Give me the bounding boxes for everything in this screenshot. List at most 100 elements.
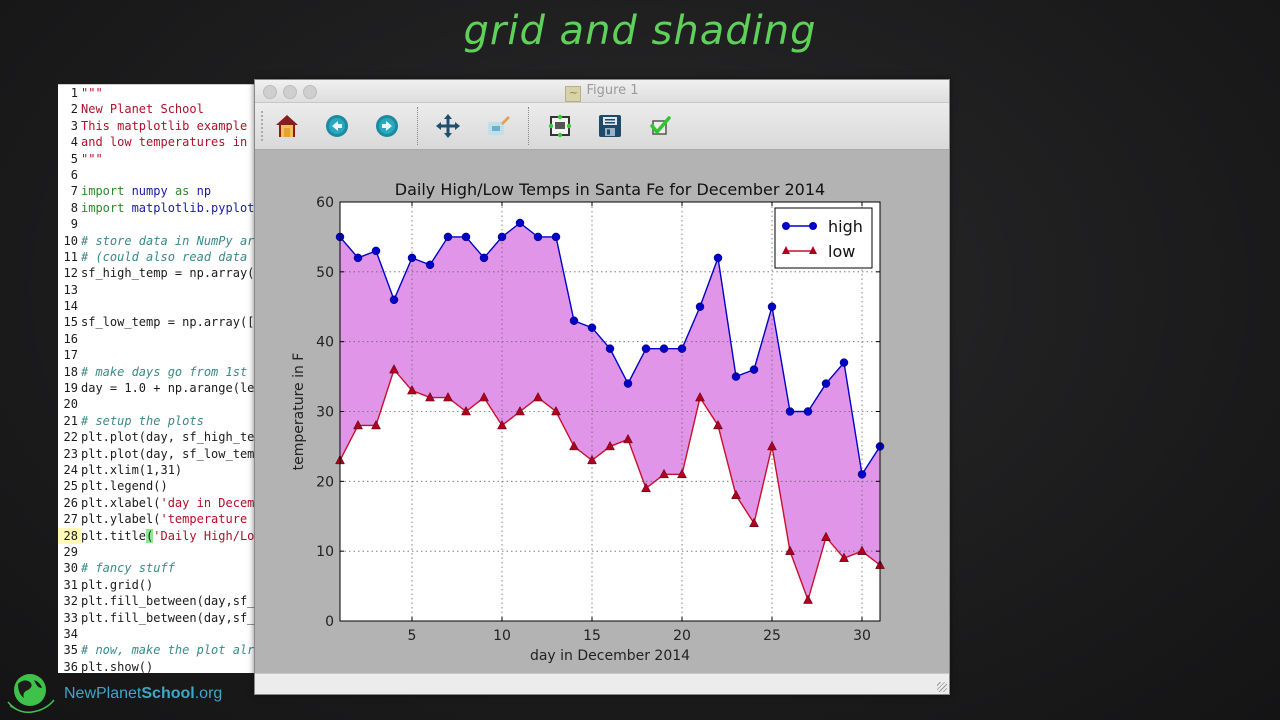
site-logo: NewPlanetSchool.org [6,672,222,716]
y-tick-label: 20 [316,474,334,490]
code-line[interactable]: 34 [58,626,256,642]
code-line[interactable]: 18 # make days go from 1st [58,364,256,380]
line-number: 2 [70,102,78,117]
low-marker [857,545,867,555]
close-window-button[interactable] [263,85,277,99]
code-token: 'Daily High/Lo [153,528,255,543]
code-line[interactable]: 12 sf_high_temp = np.array( [58,265,256,281]
code-line[interactable]: 23 plt.plot(day, sf_low_tem [58,446,256,462]
line-number: 12 [63,266,78,281]
code-token: """ [81,86,103,100]
temperature-chart: 5 10 15 20 25 30 0 10 20 30 40 50 60 Daily High/Low T… [291,180,885,664]
code-line[interactable]: 16 [58,331,256,347]
y-tick-label: 50 [316,265,334,281]
high-marker [857,470,867,479]
low-marker [659,468,669,479]
code-line[interactable]: 17 [58,347,256,363]
line-number: 1 [70,86,78,100]
code-token: plt.legend() [81,479,168,494]
code-line[interactable]: 10 # store data in NumPy ar [58,233,256,249]
code-line[interactable]: 13 [58,282,256,298]
code-line[interactable]: 30 # fancy stuff [58,560,256,576]
code-line[interactable]: 26 plt.xlabel('day in Decem [58,495,256,511]
line-number: 14 [63,299,78,314]
toolbar-grip[interactable] [261,111,266,141]
x-tick-label: 10 [493,628,511,644]
code-token: matplotlib.pyplot [131,200,255,215]
line-number: 31 [63,577,78,592]
subplots-icon [548,114,572,138]
code-line[interactable]: 33 plt.fill_between(day,sf_ [58,610,256,626]
code-line[interactable]: 22 plt.plot(day, sf_high_te [58,429,256,445]
edit-button[interactable] [645,112,675,140]
code-line[interactable]: 35 # now, make the plot alr [58,642,256,658]
resize-grip[interactable] [937,682,947,692]
line-number: 33 [63,610,78,625]
low-marker [641,482,651,493]
back-button[interactable] [322,112,352,140]
code-line[interactable]: 25 plt.legend() [58,478,256,494]
high-marker [443,232,453,242]
high-marker [641,344,651,353]
x-tick-label: 30 [853,628,871,644]
code-line[interactable]: 14 [58,298,256,314]
code-line[interactable]: 29 [58,544,256,560]
minimize-window-button[interactable] [283,85,297,99]
matplotlib-canvas[interactable]: 5 10 15 20 25 30 0 10 20 30 40 50 60 Daily High/Low T… [255,150,949,672]
window-titlebar[interactable]: ~ Figure 1 [255,80,949,103]
low-marker [785,545,795,555]
code-editor[interactable]: 1 """ 2 New Planet School 3 This matplotlib e… [58,84,256,673]
code-line[interactable]: 5 """ [58,151,256,167]
maximize-window-button[interactable] [303,85,317,99]
low-marker [551,405,561,416]
line-number: 8 [70,200,78,215]
line-number: 23 [63,446,78,461]
code-token: plt.plot(day, sf_high_te [81,430,255,445]
code-line[interactable]: 7 import numpy as np [58,183,256,199]
code-line[interactable]: 6 [58,167,256,183]
line-number: 13 [63,282,78,297]
code-line[interactable]: 36 plt.show() [58,659,256,673]
line-number: 18 [63,364,78,379]
line-number: 26 [63,495,78,510]
high-marker [497,232,507,242]
code-token: and low temperatures in [81,135,248,150]
line-number: 16 [63,331,78,346]
legend-low-marker [782,246,790,254]
high-marker [839,358,849,367]
zoom-button[interactable] [483,112,513,140]
code-line[interactable]: 9 [58,216,256,232]
save-button[interactable] [595,112,625,140]
home-icon [276,115,298,137]
low-marker [425,391,435,402]
high-marker [479,253,489,263]
code-line[interactable]: 27 plt.ylabel('temperature [58,511,256,527]
code-token: plt.title [81,528,147,543]
x-tick-label: 15 [583,628,601,644]
code-line[interactable]: 24 plt.xlim(1,31) [58,462,256,478]
code-line[interactable]: 3 This matplotlib example [58,118,256,134]
code-line[interactable]: 2 New Planet School [58,101,256,117]
code-line[interactable]: 31 plt.grid() [58,577,256,593]
line-number: 29 [63,544,78,559]
subplots-button[interactable] [545,112,575,140]
code-line[interactable]: 19 day = 1.0 + np.arange(le [58,380,256,396]
code-line[interactable]: 32 plt.fill_between(day,sf_ [58,593,256,609]
code-line[interactable]: 1 """ [58,85,256,101]
code-line[interactable]: 15 sf_low_temp = np.array([ [58,314,256,330]
code-line[interactable]: 4 and low temperatures in [58,134,256,150]
logo-text: NewPlanetSchool.org [64,685,223,702]
low-marker [821,531,831,541]
high-marker [551,232,561,242]
x-axis-label: day in December 2014 [530,648,690,664]
code-line[interactable]: 11 # (could also read data [58,249,256,265]
line-number: 21 [63,413,78,428]
code-line[interactable]: 8 import matplotlib.pyplot [58,200,256,216]
home-button[interactable] [272,112,302,140]
forward-button[interactable] [372,112,402,140]
pan-button[interactable] [433,112,463,140]
line-number: 24 [63,462,78,477]
code-line[interactable]: 20 [58,396,256,412]
code-line[interactable]: 28 plt.title('Daily High/Lo [58,527,256,544]
code-line[interactable]: 21 # setup the plots [58,413,256,429]
